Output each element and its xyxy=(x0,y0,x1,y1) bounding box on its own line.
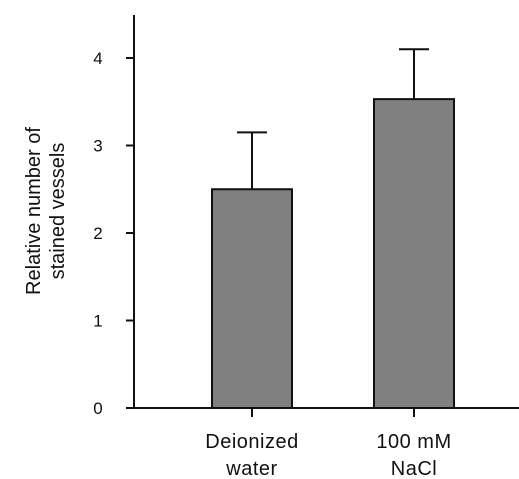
y-ticks-group: 0 1 2 3 4 xyxy=(93,49,134,418)
axes-group xyxy=(133,15,519,409)
y-axis-title-line-2: stained vessels xyxy=(47,143,69,280)
y-axis-title: Relative number of stained vessels xyxy=(23,127,69,295)
x-tick-label: Deionized xyxy=(205,431,298,453)
bars-group xyxy=(211,98,455,409)
y-tick-label: 0 xyxy=(93,399,102,418)
x-labels-group: Deionized water 100 mM NaCl xyxy=(205,408,451,479)
x-tick-label: 100 mM xyxy=(376,431,451,453)
x-tick-label: NaCl xyxy=(391,458,437,479)
y-tick-label: 4 xyxy=(93,49,102,68)
bar xyxy=(211,188,293,409)
bar xyxy=(373,98,455,409)
y-tick-label: 2 xyxy=(93,224,102,243)
y-tick-label: 1 xyxy=(93,312,102,331)
x-tick-label: water xyxy=(225,458,277,479)
y-axis-title-line-1: Relative number of xyxy=(23,127,45,295)
error-bars-group xyxy=(237,48,429,190)
y-tick-label: 3 xyxy=(93,137,102,156)
